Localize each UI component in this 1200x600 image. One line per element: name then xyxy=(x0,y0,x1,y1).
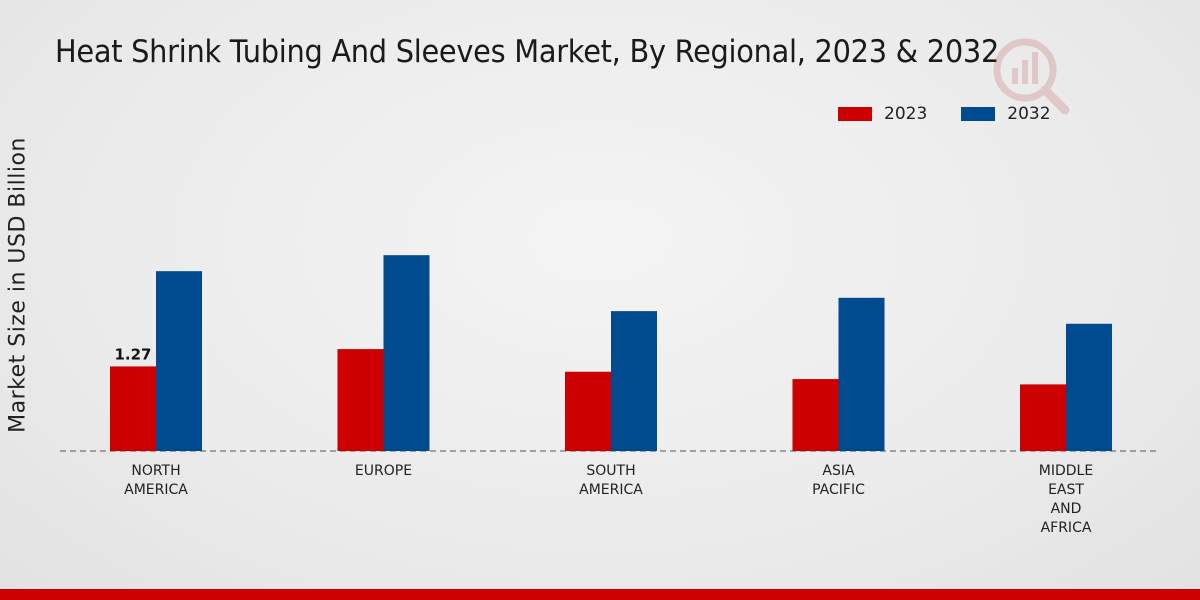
chart-legend: 2023 2032 xyxy=(838,104,1051,124)
watermark-logo-icon xyxy=(993,38,1070,115)
chart-title: Heat Shrink Tubing And Sleeves Market, B… xyxy=(55,34,1000,70)
bar-2032-south-america xyxy=(611,311,657,451)
legend-swatch-2032 xyxy=(961,107,996,121)
bar-2023-asia-pacific xyxy=(792,379,839,451)
legend-item-2032: 2032 xyxy=(961,104,1051,124)
footer-bar xyxy=(0,589,1200,600)
data-label: 1.27 xyxy=(114,345,151,363)
bar-2023-north-america xyxy=(110,366,156,451)
bar-2032-asia-pacific xyxy=(838,297,885,451)
legend-swatch-2023 xyxy=(838,107,872,121)
bar-2032-europe xyxy=(383,255,430,451)
bar-2023-europe xyxy=(337,349,384,451)
bar-2032-north-america xyxy=(156,271,202,451)
bar-2023-middle-east-and-africa xyxy=(1020,384,1066,451)
bar-2023-south-america xyxy=(565,371,611,451)
x-tick-label: NORTH AMERICA xyxy=(124,463,188,498)
x-tick-label: ASIA PACIFIC xyxy=(812,463,865,498)
x-tick-label: MIDDLE EAST AND AFRICA xyxy=(1039,463,1093,536)
legend-item-2023: 2023 xyxy=(838,104,927,124)
legend-label-2032: 2032 xyxy=(1007,104,1051,124)
x-tick-label: SOUTH AMERICA xyxy=(579,463,643,498)
legend-label-2023: 2023 xyxy=(884,104,928,124)
bar-2032-middle-east-and-africa xyxy=(1066,323,1112,451)
x-tick-label: EUROPE xyxy=(355,463,412,479)
